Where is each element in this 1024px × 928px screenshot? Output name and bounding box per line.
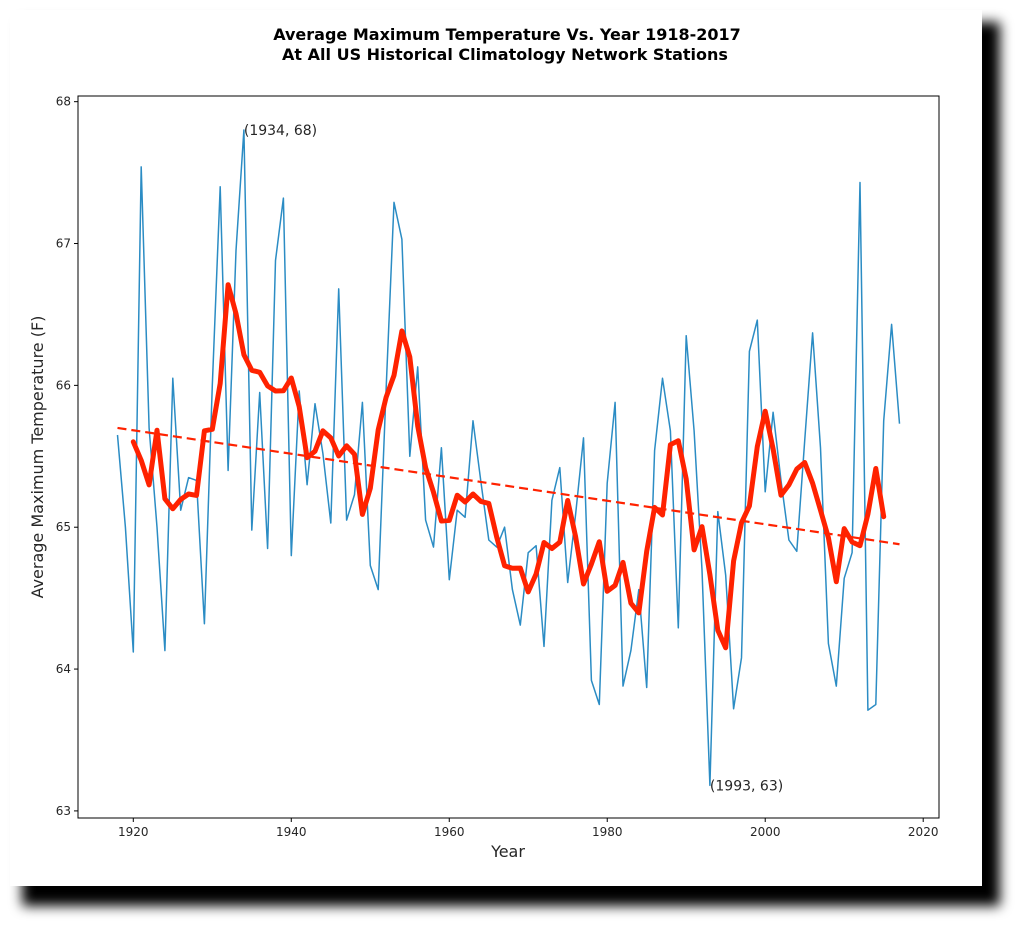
y-tick-label: 63 xyxy=(56,804,71,818)
series-layer xyxy=(116,129,901,787)
x-tick-label: 1920 xyxy=(118,825,149,839)
y-tick-label: 67 xyxy=(56,237,71,251)
y-axis-label: Average Maximum Temperature (F) xyxy=(28,316,47,599)
annotation-label: (1993, 63) xyxy=(710,778,783,794)
annual-temperature-line xyxy=(116,129,901,787)
x-tick-label: 2000 xyxy=(750,825,781,839)
y-tick-label: 65 xyxy=(56,520,71,534)
y-tick-label: 64 xyxy=(56,662,71,676)
annotation-layer: (1934, 68) (1993, 63) xyxy=(244,123,783,794)
x-tick-label: 1960 xyxy=(434,825,465,839)
x-axis-label: Year xyxy=(490,842,525,861)
chart-title: Average Maximum Temperature Vs. Year 191… xyxy=(273,25,741,44)
moving-average-line xyxy=(130,282,887,651)
y-axis: 63 64 65 66 67 68 xyxy=(56,95,78,818)
trend-line xyxy=(117,426,900,546)
x-tick-label: 1980 xyxy=(592,825,623,839)
x-tick-label: 1940 xyxy=(276,825,307,839)
y-tick-label: 68 xyxy=(56,95,71,109)
x-tick-label: 2020 xyxy=(908,825,939,839)
plot-area xyxy=(77,95,940,819)
x-axis: 1920 1940 1960 1980 2000 2020 xyxy=(118,818,938,839)
y-tick-label: 66 xyxy=(56,378,71,392)
annotation-label: (1934, 68) xyxy=(244,123,317,139)
chart-subtitle: At All US Historical Climatology Network… xyxy=(282,45,728,64)
